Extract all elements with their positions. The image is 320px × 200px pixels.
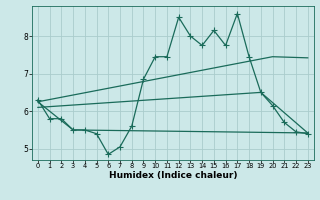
X-axis label: Humidex (Indice chaleur): Humidex (Indice chaleur) bbox=[108, 171, 237, 180]
